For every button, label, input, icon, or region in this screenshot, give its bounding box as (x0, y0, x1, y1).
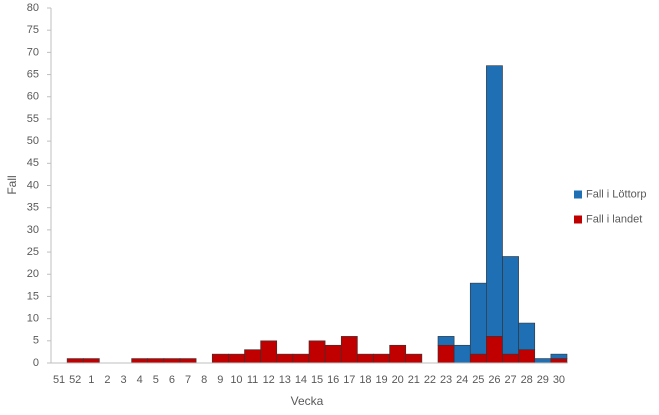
legend-label: Fall i Löttorp (586, 188, 647, 200)
bar-segment (486, 336, 503, 364)
x-tick-label: 7 (185, 374, 191, 386)
bar-segment (486, 65, 503, 337)
bar-segment (469, 282, 487, 355)
bar-segment (228, 353, 245, 364)
x-tick-label: 26 (488, 374, 500, 386)
x-tick-label: 5 (153, 374, 159, 386)
x-tick-label: 25 (472, 374, 484, 386)
y-tick-label: 5 (33, 335, 39, 347)
x-tick-label: 30 (553, 374, 565, 386)
bar-segment (163, 358, 181, 364)
x-tick-label: 24 (456, 374, 468, 386)
bar-segment (502, 256, 519, 355)
bar-segment (66, 358, 84, 364)
bar-segment (534, 358, 552, 364)
x-tick-label: 52 (69, 374, 81, 386)
bar-segment (437, 344, 455, 364)
bar-segment (260, 340, 278, 364)
y-tick-label: 65 (27, 68, 39, 80)
bar-segment (244, 349, 261, 364)
bar-segment (550, 353, 568, 359)
y-axis-label: Fall (5, 175, 19, 194)
bar-segment (469, 353, 487, 364)
x-tick-label: 51 (53, 374, 65, 386)
bar-segment (357, 353, 374, 364)
x-tick-label: 4 (137, 374, 143, 386)
bar-segment (292, 353, 310, 364)
x-axis-label: Vecka (291, 394, 324, 408)
x-tick-label: 23 (440, 374, 452, 386)
bar-segment (518, 322, 536, 350)
y-tick-label: 75 (27, 24, 39, 36)
legend-swatch (574, 215, 582, 224)
x-tick-label: 9 (217, 374, 223, 386)
y-tick-label: 20 (27, 268, 39, 280)
x-tick-label: 28 (521, 374, 533, 386)
y-tick-label: 35 (27, 202, 39, 214)
bar-segment (550, 358, 568, 364)
bar-segment (147, 358, 165, 364)
legend-swatch (574, 190, 582, 199)
x-tick-label: 13 (279, 374, 291, 386)
x-tick-label: 20 (392, 374, 404, 386)
bar-segment (276, 353, 294, 364)
y-tick-label: 55 (27, 113, 39, 125)
y-tick-label: 40 (27, 179, 39, 191)
x-tick-label: 6 (169, 374, 175, 386)
y-tick-label: 30 (27, 224, 39, 236)
bar-segment (340, 336, 358, 364)
y-tick-label: 60 (27, 91, 39, 103)
y-tick-label: 0 (33, 357, 39, 369)
x-tick-label: 19 (375, 374, 387, 386)
x-tick-label: 16 (327, 374, 339, 386)
bar-segment (131, 358, 149, 364)
bar-segment (405, 353, 423, 364)
x-tick-label: 15 (311, 374, 323, 386)
y-tick-label: 10 (27, 313, 39, 325)
y-tick-label: 25 (27, 246, 39, 258)
x-tick-label: 14 (295, 374, 307, 386)
x-tick-label: 27 (504, 374, 516, 386)
x-tick-label: 11 (247, 374, 258, 386)
bar-segment (437, 336, 455, 346)
bar-segment (453, 344, 471, 364)
x-tick-label: 17 (343, 374, 355, 386)
bar-segment (211, 353, 229, 364)
y-tick-label: 50 (27, 135, 39, 147)
bar-segment (502, 353, 519, 364)
x-tick-label: 21 (408, 374, 420, 386)
x-tick-label: 12 (263, 374, 275, 386)
bar-segment (324, 344, 342, 364)
y-tick-label: 70 (27, 46, 39, 58)
y-tick-label: 45 (27, 157, 39, 169)
x-tick-label: 3 (121, 374, 127, 386)
y-tick-label: 15 (27, 290, 39, 302)
x-tick-label: 8 (201, 374, 207, 386)
bar-segment (518, 349, 536, 364)
bar-segment (179, 358, 197, 364)
x-tick-label: 18 (359, 374, 371, 386)
bar-segment (389, 344, 407, 364)
legend-label: Fall i landet (586, 213, 642, 225)
x-tick-label: 2 (104, 374, 110, 386)
bar-segment (82, 358, 100, 364)
y-tick-label: 80 (27, 2, 39, 14)
x-tick-label: 22 (424, 374, 436, 386)
x-tick-label: 1 (88, 374, 94, 386)
bar-segment (373, 353, 390, 364)
x-tick-label: 10 (230, 374, 242, 386)
bar-segment (308, 340, 326, 364)
x-tick-label: 29 (537, 374, 549, 386)
